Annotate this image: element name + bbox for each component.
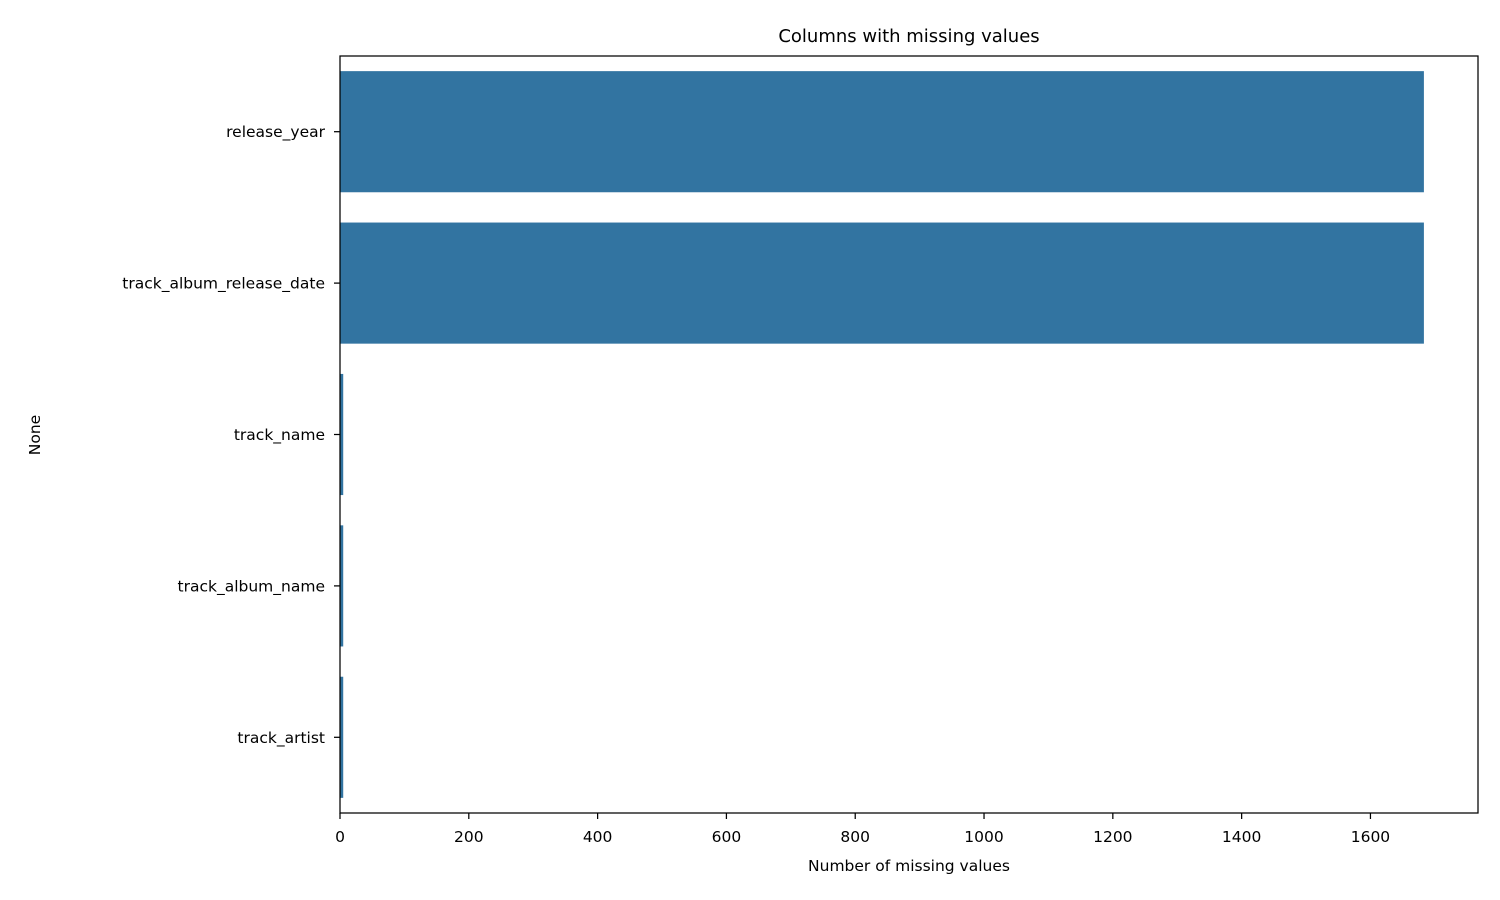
bar-track-album-release-date — [340, 222, 1424, 344]
x-tick-label: 1200 — [1093, 828, 1132, 846]
y-axis-label: None — [26, 415, 44, 455]
bar-release-year — [340, 71, 1424, 193]
y-tick-label: release_year — [226, 123, 325, 142]
x-axis: 0 200 400 600 800 1000 1200 1400 1600 — [335, 813, 1390, 846]
y-tick-label: track_album_release_date — [122, 275, 325, 294]
x-tick-label: 800 — [840, 828, 870, 846]
bars-group — [340, 71, 1424, 798]
bar-track-artist — [340, 676, 344, 798]
x-tick-label: 0 — [335, 828, 345, 846]
y-tick-label: track_album_name — [178, 577, 325, 596]
x-tick-label: 1600 — [1351, 828, 1390, 846]
x-tick-label: 600 — [712, 828, 742, 846]
y-axis: release_year track_album_release_datetrac… — [122, 123, 340, 748]
x-axis-label: Number of missing values — [808, 857, 1010, 875]
x-tick-label: 1400 — [1222, 828, 1261, 846]
x-tick-label: 1000 — [964, 828, 1003, 846]
x-tick-label: 200 — [454, 828, 484, 846]
y-tick-label: track_artist — [237, 729, 325, 748]
bar-track-album-name — [340, 525, 344, 647]
chart-title: Columns with missing values — [778, 26, 1039, 47]
x-tick-label: 400 — [583, 828, 613, 846]
y-tick-label: track_name — [234, 426, 325, 445]
bar-track-name — [340, 373, 344, 496]
